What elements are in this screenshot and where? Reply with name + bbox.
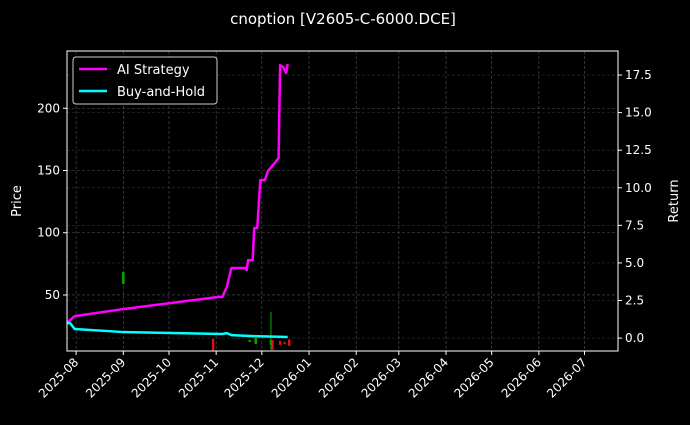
y-right-tick-label: 5.0 bbox=[625, 256, 644, 270]
candle-body bbox=[271, 339, 274, 350]
y-right-tick-label: 12.5 bbox=[625, 143, 652, 157]
x-tick-label: 2025-10 bbox=[129, 355, 174, 400]
y-axis-label: Price bbox=[10, 185, 25, 217]
candles bbox=[122, 271, 291, 351]
candle-body bbox=[211, 338, 215, 351]
x-tick-label: 2026-05 bbox=[451, 355, 496, 400]
x-tick-label: 2026-07 bbox=[544, 355, 589, 400]
y-right-tick-label: 10.0 bbox=[625, 181, 652, 195]
y-right-tick-label: 0.0 bbox=[625, 331, 644, 345]
x-tick-label: 2026-02 bbox=[316, 355, 361, 400]
x-tick-label: 2026-06 bbox=[499, 355, 544, 400]
legend: AI Strategy Buy-and-Hold bbox=[72, 56, 218, 105]
plot-frame bbox=[66, 50, 619, 352]
candle-body bbox=[122, 271, 125, 285]
x-tick-label: 2025-12 bbox=[222, 355, 267, 400]
y-tick-label: 150 bbox=[37, 164, 60, 178]
candle-body bbox=[269, 339, 273, 345]
y-right-tick-label: 17.5 bbox=[625, 68, 652, 82]
y-axis-left: 50 100 150 200 bbox=[37, 101, 67, 302]
series-line-buy-and-hold bbox=[67, 321, 288, 339]
legend-label-ai-strategy: AI Strategy bbox=[117, 63, 190, 78]
y-tick-label: 100 bbox=[37, 226, 60, 240]
candle-body bbox=[283, 341, 286, 344]
x-tick-label: 2025-08 bbox=[36, 355, 81, 400]
x-tick-label: 2025-11 bbox=[176, 355, 221, 400]
candle-body bbox=[254, 338, 257, 344]
chart-title: cnoption [V2605-C-6000.DCE] bbox=[230, 10, 456, 28]
y-axis-right-label: Return bbox=[667, 179, 682, 222]
x-tick-label: 2026-01 bbox=[269, 355, 314, 400]
x-tick-label: 2026-03 bbox=[359, 355, 404, 400]
series-lines bbox=[66, 63, 289, 339]
legend-box bbox=[72, 56, 218, 105]
y-tick-label: 200 bbox=[37, 101, 60, 115]
y-axis-right: 0.0 2.5 5.0 7.5 10.0 12.5 15.0 17.5 bbox=[618, 68, 652, 345]
x-tick-label: 2026-04 bbox=[406, 355, 451, 400]
y-right-tick-label: 2.5 bbox=[625, 293, 644, 307]
y-right-tick-label: 15.0 bbox=[625, 106, 652, 120]
series-line-ai-strategy bbox=[66, 63, 289, 324]
x-axis: 2025-08 2025-09 2025-10 2025-11 2025-12 2026-… bbox=[36, 351, 590, 401]
grid bbox=[67, 51, 618, 351]
legend-label-buy-and-hold: Buy-and-Hold bbox=[117, 85, 205, 100]
candle-body bbox=[278, 340, 282, 345]
candle-body bbox=[248, 339, 251, 342]
y-right-tick-label: 7.5 bbox=[625, 218, 644, 232]
y-tick-label: 50 bbox=[45, 288, 60, 302]
x-tick-label: 2025-09 bbox=[83, 355, 128, 400]
candle-body bbox=[288, 339, 291, 346]
